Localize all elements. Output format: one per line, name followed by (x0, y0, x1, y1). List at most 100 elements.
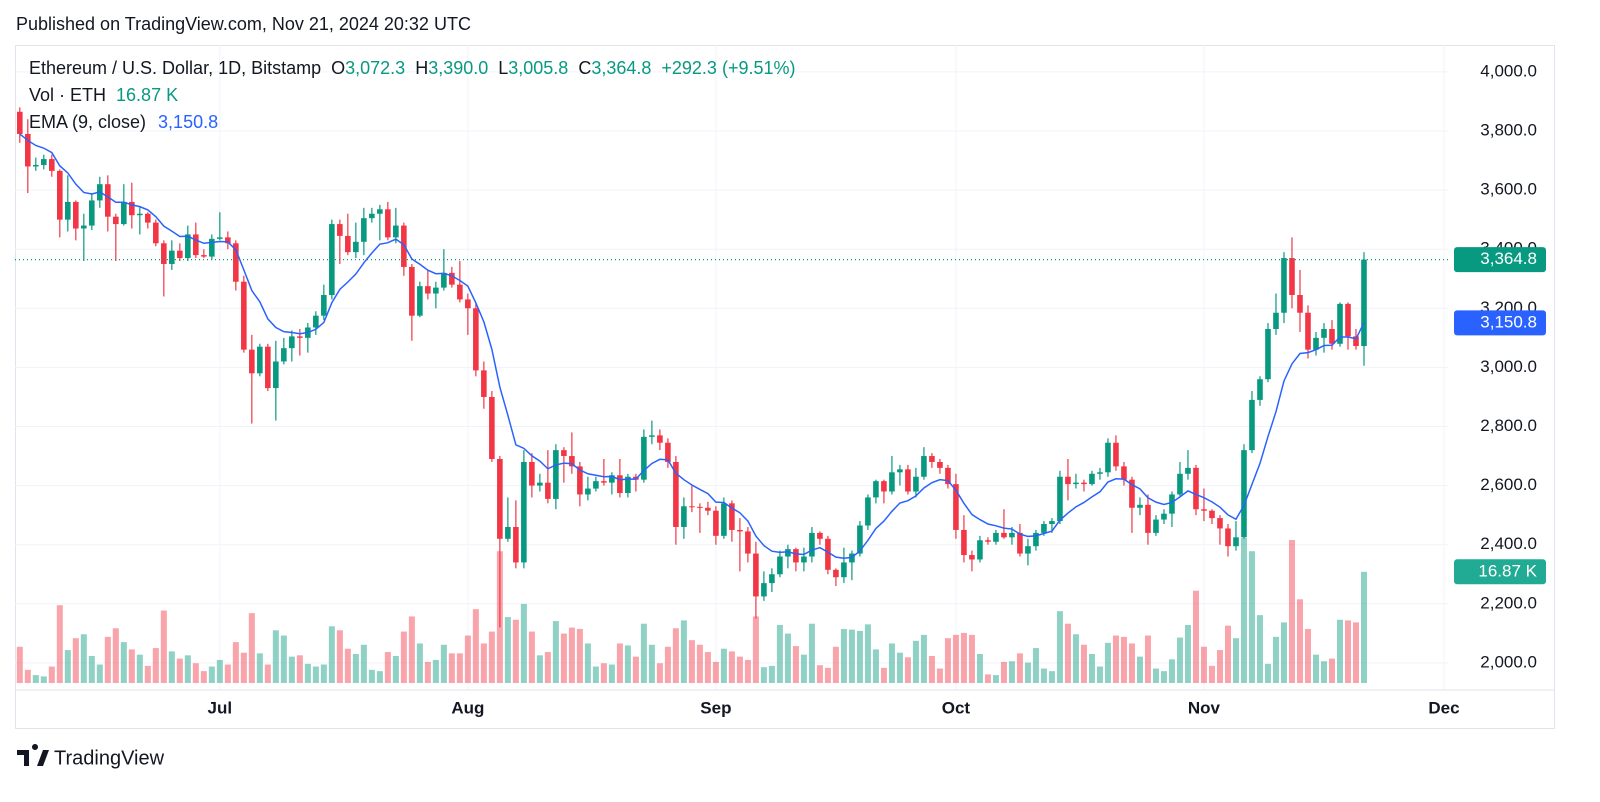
candle-body (1329, 328, 1335, 344)
volume-bar (1144, 635, 1151, 683)
volume-bar (376, 671, 383, 683)
volume-bar (56, 605, 63, 683)
volume-bar (248, 613, 255, 683)
candle-body (681, 506, 687, 527)
volume-bar (696, 644, 703, 683)
candle-body (209, 238, 215, 257)
volume-tag-bg (1454, 559, 1546, 585)
volume-bar (424, 661, 431, 683)
candle-body (297, 336, 303, 338)
candle-body (1017, 532, 1023, 554)
volume-bar (112, 628, 119, 683)
candle-body (977, 540, 983, 560)
volume-bar (1272, 636, 1279, 683)
candle-body (1121, 466, 1127, 480)
volume-bar (712, 661, 719, 683)
volume-bar (640, 623, 647, 683)
candle-body (481, 370, 487, 397)
volume-bar (1176, 637, 1183, 683)
candle-body (825, 538, 831, 570)
symbol-title: Ethereum / U.S. Dollar, 1D, Bitstamp (29, 58, 321, 78)
volume-bar (168, 651, 175, 683)
volume-bar (1328, 658, 1335, 683)
volume-bar (304, 663, 311, 683)
volume-bar (184, 655, 191, 683)
volume-bar (160, 610, 167, 683)
volume-bar (288, 656, 295, 683)
x-tick-label: Sep (700, 698, 731, 717)
volume-bar (1200, 646, 1207, 683)
volume-bar (1024, 662, 1031, 683)
volume-bar (904, 657, 911, 683)
candle-body (65, 201, 71, 220)
candle-body (57, 170, 63, 220)
candle-body (761, 583, 767, 597)
candle-body (1305, 312, 1311, 350)
x-tick-label: Oct (942, 698, 971, 717)
volume-bar (360, 644, 367, 683)
volume-bar (232, 642, 239, 683)
candle-body (337, 224, 343, 236)
volume-tag: 16.87 K (1478, 561, 1537, 580)
candle-body (1009, 532, 1015, 538)
volume-bar (1048, 671, 1055, 683)
candle-body (1289, 258, 1295, 295)
candle-body (569, 456, 575, 467)
volume-bar (40, 676, 47, 683)
volume-bar (488, 631, 495, 683)
candle-body (353, 241, 359, 253)
candle-body (1217, 518, 1223, 529)
candle-body (553, 450, 559, 499)
volume-bar (800, 654, 807, 683)
y-tick-label: 4,000.0 (1480, 61, 1537, 80)
volume-bar (912, 640, 919, 683)
candle-body (201, 255, 207, 257)
volume-bar (1128, 643, 1135, 683)
candle-body (497, 459, 503, 539)
candle-body (1185, 467, 1191, 474)
volume-bar (824, 667, 831, 683)
volume-bar (1096, 666, 1103, 683)
volume-bar (440, 644, 447, 683)
volume-bar (1264, 663, 1271, 683)
volume-bar (728, 651, 735, 683)
volume-bar (320, 664, 327, 683)
ema-tag: 3,150.8 (1480, 312, 1537, 331)
ohlc-key: L (498, 58, 508, 78)
volume-bar (368, 669, 375, 683)
volume-bar (1064, 623, 1071, 683)
logo-icon (17, 744, 49, 766)
candle-body (377, 209, 383, 214)
candle-body (409, 266, 415, 316)
volume-bar (1104, 642, 1111, 683)
volume-bar (1112, 635, 1119, 683)
candle-body (625, 476, 631, 493)
candle-body (1297, 294, 1303, 313)
candle-body (961, 529, 967, 556)
volume-bar (1056, 611, 1063, 683)
volume-bar (1032, 648, 1039, 683)
price-axis-panel (1448, 46, 1554, 728)
candle-body (769, 574, 775, 584)
candle-body (1353, 336, 1359, 347)
candle-body (833, 569, 839, 578)
volume-bar (552, 621, 559, 683)
y-tick-label: 2,000.0 (1480, 652, 1537, 671)
ohlc-value: 3,005.8 (508, 58, 568, 78)
volume-bar (1304, 628, 1311, 683)
candle-body (129, 201, 135, 216)
volume-bar (760, 667, 767, 683)
volume-bar (672, 628, 679, 683)
volume-bar (432, 659, 439, 683)
change: +292.3 (+9.51%) (661, 58, 795, 78)
candle-body (673, 461, 679, 527)
volume-bar (1296, 599, 1303, 683)
candle-body (1161, 513, 1167, 520)
volume-bar (952, 634, 959, 683)
candle-body (1129, 479, 1135, 508)
volume-bar (1072, 634, 1079, 683)
volume-bar (880, 667, 887, 683)
volume-bar (408, 616, 415, 683)
ema-label: EMA (9, close) (29, 112, 146, 132)
